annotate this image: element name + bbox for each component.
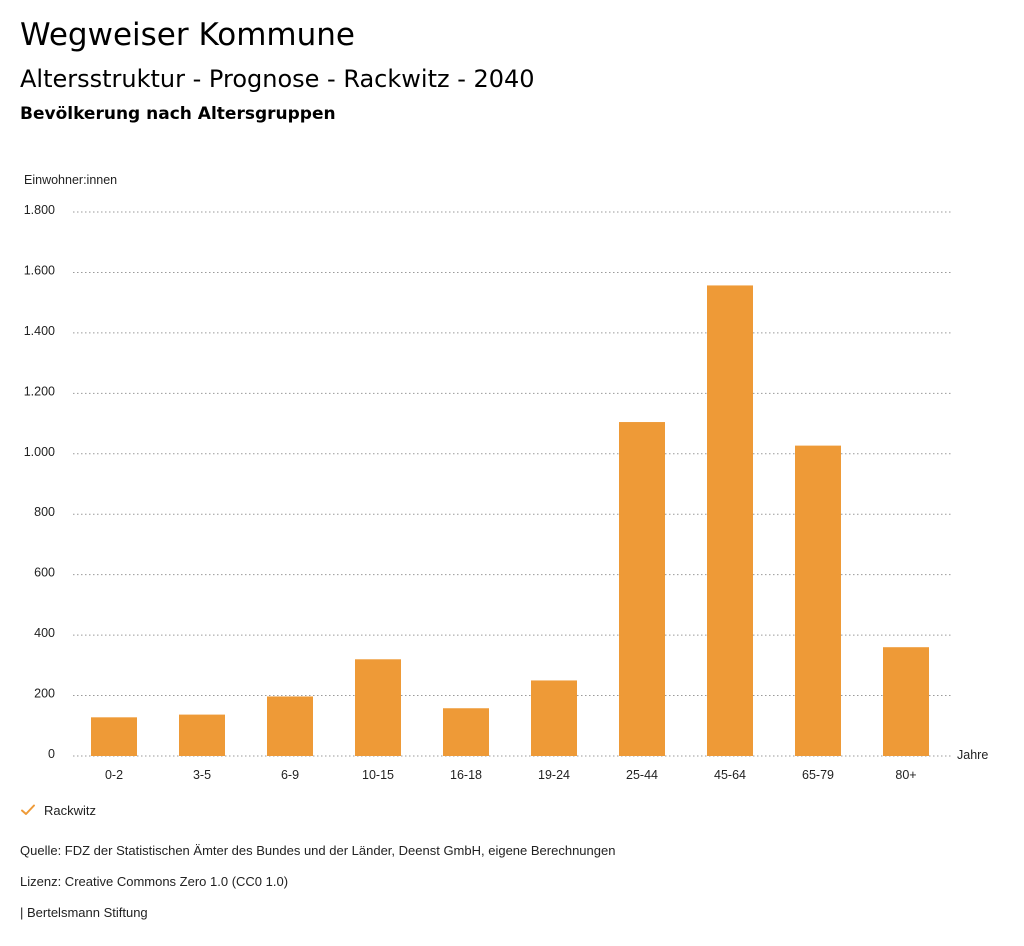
legend-label: Rackwitz: [44, 802, 97, 818]
legend-item-rackwitz[interactable]: Rackwitz: [20, 802, 96, 818]
checkmark-icon: [20, 802, 36, 818]
x-tick-label: 10-15: [362, 768, 394, 782]
y-tick-label: 400: [34, 626, 55, 640]
x-tick-label: 80+: [895, 768, 916, 782]
y-tick-label: 1.600: [24, 263, 55, 277]
x-tick-label: 65-79: [802, 768, 834, 782]
chart-subheading: Bevölkerung nach Altersgruppen: [20, 104, 336, 124]
chart-subtitle: Altersstruktur - Prognose - Rackwitz - 2…: [20, 65, 535, 93]
bar-80+[interactable]: [883, 647, 929, 756]
y-tick-label: 1.200: [24, 384, 55, 398]
bar-6-9[interactable]: [267, 696, 313, 756]
y-tick-label: 1.800: [24, 203, 55, 217]
bar-19-24[interactable]: [531, 680, 577, 756]
bar-16-18[interactable]: [443, 708, 489, 756]
x-tick-label: 3-5: [193, 768, 211, 782]
y-tick-label: 600: [34, 566, 55, 580]
bar-65-79[interactable]: [795, 445, 841, 756]
x-tick-label: 45-64: [714, 768, 746, 782]
x-axis-label: Jahre: [957, 748, 988, 762]
y-tick-label: 1.400: [24, 324, 55, 338]
source-note: Quelle: FDZ der Statistischen Ämter des …: [20, 843, 616, 858]
y-tick-label: 0: [48, 747, 55, 761]
bar-10-15[interactable]: [355, 659, 401, 756]
x-tick-label: 6-9: [281, 768, 299, 782]
x-tick-label: 0-2: [105, 768, 123, 782]
y-tick-label: 800: [34, 505, 55, 519]
bar-3-5[interactable]: [179, 714, 225, 756]
y-axis-label: Einwohner:innen: [24, 173, 117, 187]
page-title: Wegweiser Kommune: [20, 17, 355, 53]
bar-chart: Einwohner:innen Jahre 0 200 400 600 800 1.000…: [24, 173, 989, 782]
y-tick-label: 200: [34, 687, 55, 701]
bar-0-2[interactable]: [91, 717, 137, 756]
bar-45-64[interactable]: [707, 285, 753, 756]
x-tick-label: 19-24: [538, 768, 570, 782]
bar-25-44[interactable]: [619, 422, 665, 756]
x-tick-label: 16-18: [450, 768, 482, 782]
y-tick-label: 1.000: [24, 445, 55, 459]
license-note: Lizenz: Creative Commons Zero 1.0 (CC0 1…: [20, 874, 289, 889]
x-tick-label: 25-44: [626, 768, 658, 782]
publisher-note: | Bertelsmann Stiftung: [20, 905, 148, 920]
